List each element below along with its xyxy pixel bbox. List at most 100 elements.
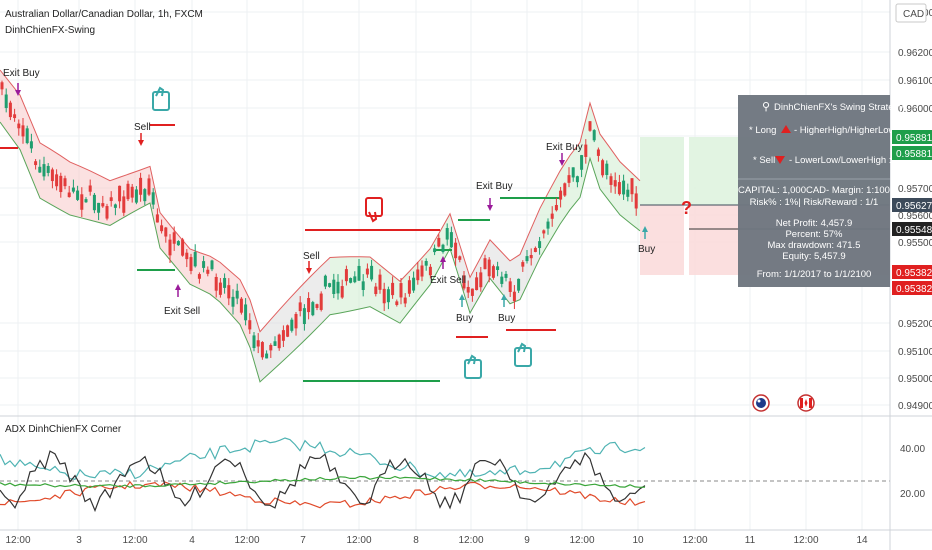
candle (601, 160, 605, 176)
capital-text: CAPITAL: 1,000CAD- Margin: 1:100 (738, 185, 890, 196)
candle (609, 176, 613, 185)
candle (370, 265, 374, 280)
candle (63, 178, 67, 187)
down-triangle-icon (775, 156, 785, 164)
candle (8, 102, 12, 118)
candle (622, 180, 626, 195)
candle (218, 282, 222, 295)
candle (319, 293, 323, 310)
x-tick-label: 12:00 (458, 535, 483, 546)
signal-arrow (440, 256, 446, 262)
sell-rule: - LowerLow/LowerHigh : No (789, 155, 906, 166)
candle (168, 239, 172, 256)
adx-title: ADX DinhChienFX Corner (5, 424, 122, 435)
risk-text: Risk% : 1%| Risk/Reward : 1/1 (750, 197, 879, 208)
cad-flag-icon[interactable] (797, 394, 815, 412)
candle (273, 341, 277, 346)
target-mark: ? (681, 198, 692, 218)
thumbs-down-icon (365, 197, 383, 223)
candle (21, 125, 25, 137)
adx-signal-line (0, 475, 646, 489)
signal-label: Exit Buy (476, 181, 513, 192)
candle (416, 269, 420, 281)
aud-flag-icon[interactable] (752, 394, 770, 412)
x-tick-label: 12:00 (5, 535, 30, 546)
candle (88, 185, 92, 192)
x-tick-label: 9 (524, 535, 530, 546)
candle (340, 286, 344, 298)
x-tick-label: 7 (300, 535, 306, 546)
adx-minus-di-line (0, 480, 646, 509)
candle (113, 204, 117, 208)
candle (634, 193, 638, 209)
adx-tick-label: 20.00 (900, 489, 925, 500)
signal-arrow (559, 160, 565, 166)
price-badge (892, 265, 932, 279)
percent-text: Percent: 57% (785, 229, 843, 240)
signal-label: Exit Sell (164, 306, 200, 317)
candle (496, 266, 500, 270)
candle (546, 221, 550, 229)
swing-band-fill (540, 103, 640, 258)
candle (265, 353, 269, 359)
sell-label: * Sell (753, 155, 775, 166)
period-text: From: 1/1/2017 to 1/1/2100 (757, 269, 872, 280)
x-tick-label: 3 (76, 535, 82, 546)
candle (143, 189, 147, 202)
info-title: DinhChienFX's Swing Strategy (774, 102, 904, 113)
candle (290, 319, 294, 331)
swing-band-fill (330, 213, 450, 324)
candle (315, 304, 319, 308)
price-badge (892, 130, 932, 144)
candle (567, 175, 571, 183)
candle (307, 298, 311, 313)
candle (92, 194, 96, 211)
search-icon: ⚲ (762, 101, 770, 113)
thumbs-up-icon (514, 342, 532, 367)
candle (4, 94, 8, 109)
currency-label: CAD (903, 9, 924, 20)
candle (445, 228, 449, 240)
candle (483, 258, 487, 270)
candle (441, 244, 445, 252)
signal-label: Buy (638, 244, 655, 255)
y-tick-label: 0.95000 (898, 374, 932, 385)
level-lines (0, 124, 560, 382)
candle (424, 261, 428, 266)
band-upper-line (0, 69, 641, 333)
candle (223, 277, 227, 288)
candle (252, 335, 256, 349)
candle (46, 165, 50, 173)
band-lower-line (0, 121, 641, 383)
candle (151, 192, 155, 205)
candle (466, 286, 470, 293)
candle (420, 265, 424, 277)
candle (332, 279, 336, 295)
candle (269, 344, 273, 351)
candle (59, 175, 63, 193)
candle (487, 259, 491, 277)
candle (277, 334, 281, 349)
signal-label: Buy (498, 313, 515, 324)
candle (374, 286, 378, 295)
candle (458, 256, 462, 260)
y-tick-label: 0.95500 (898, 238, 932, 249)
candle (626, 189, 630, 197)
price-badge-label: 0.95881 (896, 149, 932, 160)
candle (80, 194, 84, 210)
candle (517, 278, 521, 291)
candle (67, 192, 71, 198)
candle (344, 269, 348, 282)
signal-label: Buy (456, 313, 473, 324)
candle (0, 82, 4, 90)
long-rule: - HigherHigh/HigherLow : Yes (794, 125, 919, 136)
candle (42, 164, 46, 177)
candle (559, 190, 563, 200)
price-badge (892, 222, 932, 236)
candles (0, 80, 638, 360)
drawdown-text: Max drawdown: 471.5 (768, 240, 861, 251)
currency-box[interactable] (895, 3, 927, 23)
candle (235, 290, 239, 299)
candle (479, 272, 483, 288)
candle (126, 183, 130, 200)
